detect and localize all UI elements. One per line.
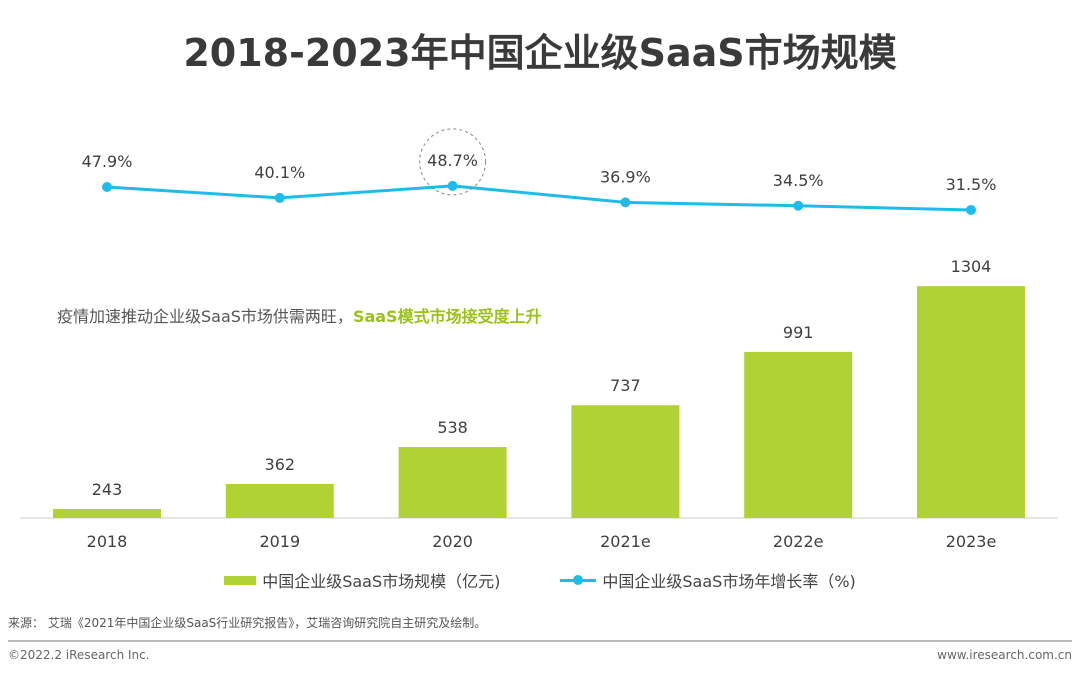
legend: 中国企业级SaaS市场规模（亿元) 中国企业级SaaS市场年增长率（%)	[0, 568, 1080, 592]
x-tick-label: 2021e	[600, 532, 651, 551]
bar	[917, 286, 1025, 518]
line-label: 40.1%	[254, 163, 305, 182]
copyright: ©2022.2 iResearch Inc.	[8, 648, 150, 662]
x-tick-label: 2023e	[946, 532, 997, 551]
bar-label: 538	[437, 418, 468, 437]
line-label: 31.5%	[946, 175, 997, 194]
source-note: 来源： 艾瑞《2021年中国企业级SaaS行业研究报告》，艾瑞咨询研究院自主研究…	[8, 616, 487, 630]
x-tick-label: 2018	[87, 532, 128, 551]
annotation-highlight: SaaS模式市场接受度上升	[352, 307, 542, 326]
website: www.iresearch.com.cn	[937, 648, 1072, 662]
line-point	[793, 200, 804, 211]
legend-label: 中国企业级SaaS市场规模（亿元)	[262, 572, 501, 591]
line-label: 34.5%	[773, 171, 824, 190]
line-label: 48.7%	[427, 151, 478, 170]
legend-label: 中国企业级SaaS市场年增长率（%)	[602, 572, 856, 591]
highlight-circle	[419, 128, 487, 196]
line-point	[966, 204, 976, 215]
line-point	[620, 197, 631, 208]
line-point	[102, 182, 112, 192]
line-point	[447, 180, 458, 191]
bar	[53, 508, 161, 518]
line-label: 36.9%	[600, 167, 651, 186]
x-tick-label: 2022e	[773, 532, 824, 551]
bar-label: 1304	[951, 257, 992, 276]
divider	[8, 640, 1072, 642]
bar	[744, 351, 853, 518]
x-tick-label: 2020	[432, 532, 473, 551]
x-tick-label: 2019	[259, 532, 300, 551]
legend-swatch-line	[560, 574, 597, 585]
annotation-text: 疫情加速推动企业级SaaS市场供需两旺，	[57, 307, 353, 326]
bar	[571, 405, 680, 518]
legend-item-bar: 中国企业级SaaS市场规模（亿元)	[224, 568, 500, 592]
chart-title: 2018-2023年中国企业级SaaS市场规模	[183, 31, 897, 75]
bar-label: 991	[783, 323, 814, 342]
bar	[398, 447, 507, 518]
legend-swatch-bar	[224, 575, 257, 585]
growth-line	[106, 184, 972, 212]
line-point	[274, 192, 285, 203]
bar-label: 362	[265, 455, 296, 474]
bar	[225, 483, 334, 518]
bar-label: 243	[92, 480, 123, 499]
annotation: 疫情加速推动企业级SaaS市场供需两旺，SaaS模式市场接受度上升	[57, 303, 542, 327]
bar-label: 737	[610, 376, 641, 395]
legend-item-line: 中国企业级SaaS市场年增长率（%)	[560, 568, 856, 592]
line-label: 47.9%	[82, 152, 133, 171]
chart: 243 2018 362 2019 538 2020 737 2021e 991 2022e 130…	[20, 128, 1058, 551]
